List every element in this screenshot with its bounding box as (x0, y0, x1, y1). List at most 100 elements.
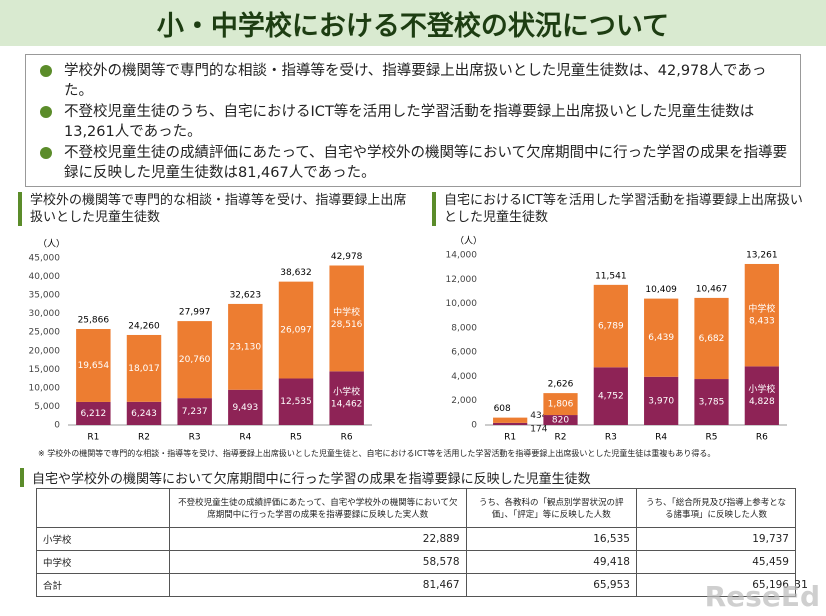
chart: （人） 0 5,000 10,000 15,000 20,000 25,000 30,000 3… (29, 239, 372, 443)
row-label: 小学校 (36, 527, 170, 551)
x-tick-label: R4 (239, 433, 251, 443)
bar-segment (329, 265, 364, 372)
total-label: 27,997 (179, 308, 211, 318)
value-label: 9,493 (232, 403, 258, 413)
row-label: 合計 (36, 573, 170, 597)
value-label: 1,806 (548, 400, 574, 410)
series-name: 中学校 (333, 306, 360, 318)
header-cell: 不登校児童生徒の成績評価にあたって、自宅や学校外の機関等において欠席期間中に行っ… (169, 488, 467, 528)
total-label: 10,467 (696, 284, 728, 294)
bar-segment (76, 401, 111, 425)
value-cell: 16,535 (465, 527, 637, 551)
bullet-box: 学校外の機関等で専門的な相談・指導等を受け、指導要録上出席扱いとした児童生徒数は… (25, 54, 801, 187)
value-label: 6,243 (131, 409, 157, 419)
table-title: 自宅や学校外の機関等において欠席期間中に行った学習の成果を指導要録に反映した児童… (20, 468, 591, 487)
bar-segment (76, 329, 111, 402)
bar-segment (228, 303, 263, 390)
y-tick-label: 25,000 (29, 328, 61, 338)
chart-title: 自宅におけるICT等を活用した学習活動を指導要録上出席扱いとした児童生徒数 (432, 192, 814, 226)
total-label: 11,541 (595, 271, 627, 281)
value-label: 6,682 (699, 334, 725, 344)
value-cell: 45,459 (635, 550, 797, 574)
value-label: 23,130 (230, 342, 262, 352)
table: 不登校児童生徒の成績評価にあたって、自宅や学校外の機関等において欠席期間中に行っ… (36, 488, 797, 597)
x-tick-label: R3 (605, 433, 617, 443)
value-label: 12,535 (280, 397, 312, 407)
y-axis-label: （人） (38, 239, 65, 250)
y-tick-label: 8,000 (451, 323, 477, 333)
bullet: 不登校児童生徒の成績評価にあたって、自宅や学校外の機関等において欠席期間中に行っ… (36, 143, 790, 183)
bar-segment (126, 334, 162, 402)
x-tick-label: R2 (138, 433, 150, 443)
value-cell: 65,196 (635, 573, 797, 597)
value-label: 19,654 (78, 361, 110, 371)
value-label: 174 (530, 425, 547, 435)
bar-segment (329, 371, 364, 425)
bar-segment (493, 417, 528, 423)
bar-segment (177, 398, 212, 425)
bullet-dot (40, 65, 52, 77)
bar-segment (593, 367, 628, 425)
bar-segment (744, 366, 779, 425)
series-name: 小学校 (748, 383, 775, 395)
y-tick-label: 10,000 (446, 299, 478, 309)
x-tick-label: R5 (706, 433, 718, 443)
bar-segment (126, 401, 162, 425)
y-tick-label: 20,000 (29, 346, 61, 356)
y-tick-label: 6,000 (451, 348, 477, 358)
note: ※ 学校外の機関等で専門的な相談・指導等を受け、指導要録上出席扱いとした児童生徒… (38, 449, 716, 458)
bullet-dot (40, 147, 52, 159)
corner-cell (36, 488, 170, 528)
series-name: 小学校 (333, 386, 360, 398)
series-name: 中学校 (748, 303, 775, 315)
x-tick-label: R6 (756, 433, 768, 443)
header-cell: うち、「総合所見及び指導上参考となる諸事項」に反映した人数 (635, 488, 797, 528)
total-label: 25,866 (78, 316, 110, 326)
row: 合計 81,467 65,953 65,196 (36, 573, 797, 597)
x-tick-label: R5 (290, 433, 302, 443)
bullet-text: 不登校児童生徒の成績評価にあたって、自宅や学校外の機関等において欠席期間中に行っ… (64, 145, 788, 181)
y-tick-label: 0 (471, 421, 477, 431)
y-tick-label: 0 (54, 421, 60, 431)
slide-title: 小・中学校における不登校の状況について (156, 11, 670, 42)
value-label: 18,017 (128, 364, 160, 374)
x-tick-label: R6 (341, 433, 353, 443)
value-label: 3,970 (648, 396, 674, 406)
value-label: 8,433 (749, 317, 775, 327)
y-tick-label: 4,000 (451, 372, 477, 382)
value-cell: 58,578 (169, 550, 467, 574)
page-number: 31 (794, 578, 808, 591)
value-label: 6,789 (598, 322, 624, 332)
total-label: 32,623 (230, 290, 262, 300)
value-label: 3,785 (699, 398, 725, 408)
y-tick-label: 10,000 (29, 383, 61, 393)
total-label: 2,626 (548, 380, 574, 390)
y-tick-label: 15,000 (29, 365, 61, 375)
total-label: 608 (494, 404, 511, 414)
bullet: 不登校児童生徒のうち、自宅におけるICT等を活用した学習活動を指導要録上出席扱い… (36, 102, 790, 142)
bar-segment (644, 376, 679, 425)
total-label: 10,409 (645, 285, 677, 295)
bullet-text: 不登校児童生徒のうち、自宅におけるICT等を活用した学習活動を指導要録上出席扱い… (64, 104, 755, 140)
bullet-dot (40, 106, 52, 118)
x-tick-label: R3 (189, 433, 201, 443)
y-tick-label: 35,000 (29, 291, 61, 301)
value-cell: 19,737 (635, 527, 797, 551)
bar-segment (694, 297, 729, 380)
y-tick-label: 30,000 (29, 309, 61, 319)
bar-segment (278, 281, 314, 379)
value-cell: 65,953 (465, 573, 637, 597)
total-label: 13,261 (746, 250, 778, 260)
row: 中学校 58,578 49,418 45,459 (36, 550, 797, 574)
value-label: 6,439 (648, 333, 674, 343)
bar-segment (694, 379, 729, 425)
y-axis-label: （人） (455, 236, 482, 247)
watermark: ReseEd (704, 580, 820, 613)
y-tick-label: 5,000 (34, 402, 60, 412)
value-label: 26,097 (280, 326, 312, 336)
bar-segment (744, 263, 779, 367)
title-bar (0, 0, 826, 46)
y-tick-label: 45,000 (29, 254, 61, 264)
y-tick-label: 2,000 (451, 396, 477, 406)
